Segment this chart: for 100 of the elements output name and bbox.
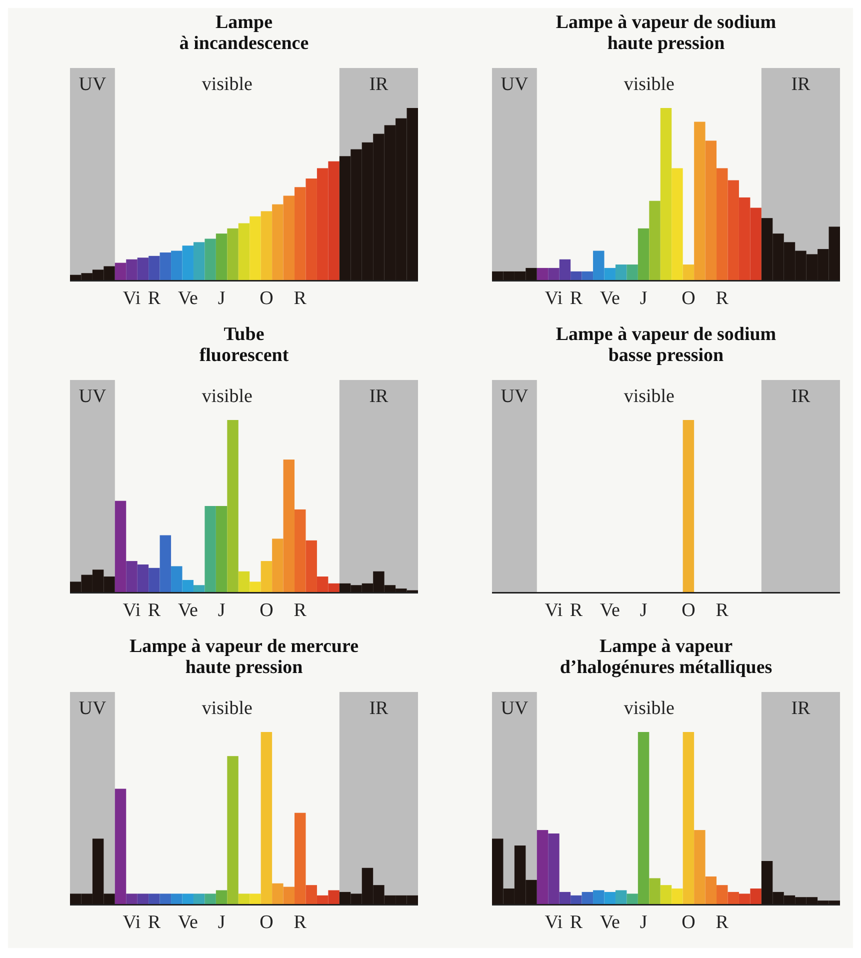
text: IR (791, 698, 811, 719)
bar (306, 540, 317, 592)
bar (682, 732, 694, 904)
bar (182, 580, 194, 592)
bar (114, 262, 126, 280)
bar (536, 830, 548, 904)
bar (672, 168, 683, 280)
bar (716, 168, 728, 280)
x-tick-label: O (260, 288, 274, 309)
x-tick-label: O (682, 600, 696, 621)
text: UV (500, 698, 528, 719)
bar (272, 204, 284, 280)
x-tick-label: R (148, 600, 161, 621)
x-tick-label: J (218, 288, 226, 309)
x-tick-label: R (294, 288, 307, 309)
bar (193, 242, 205, 280)
bar (160, 894, 172, 904)
text: IR (369, 74, 389, 95)
bar (204, 894, 216, 904)
bar (716, 885, 728, 904)
bar (593, 250, 604, 280)
bar (216, 234, 228, 280)
bar (137, 894, 149, 904)
x-tick-label: R (570, 600, 583, 621)
bar (160, 252, 172, 280)
bar (615, 264, 627, 280)
bar (582, 892, 594, 904)
x-tick-label: O (260, 600, 274, 621)
chart-title: Lampe à vapeur de mercure haute pression (129, 636, 359, 678)
bar (227, 756, 238, 904)
bar (593, 890, 604, 904)
x-tick-label: J (218, 912, 226, 933)
bar (260, 732, 272, 904)
bar (227, 420, 238, 592)
x-tick-label: Ve (600, 600, 620, 621)
bar (728, 180, 739, 280)
bar (204, 238, 216, 280)
bar (705, 876, 717, 904)
bar (260, 211, 272, 280)
bar (682, 264, 694, 280)
bar (604, 268, 616, 280)
bar (137, 564, 149, 592)
bar (660, 108, 672, 280)
text: UV (500, 386, 528, 407)
bar (615, 890, 627, 904)
x-tick-label: Ve (178, 600, 198, 621)
text: IR (791, 74, 811, 95)
bar (250, 894, 261, 904)
bar (250, 582, 261, 592)
x-tick-label: R (148, 288, 161, 309)
bar (672, 888, 683, 904)
x-tick-label: Ve (178, 288, 198, 309)
bar (126, 561, 138, 592)
bar (171, 250, 182, 280)
text: visible (624, 698, 674, 719)
chart-title: Lampe à vapeur de sodium haute pression (556, 12, 776, 54)
bar (238, 894, 250, 904)
bar (570, 271, 582, 280)
x-tick-label: J (640, 912, 648, 933)
bar (705, 140, 717, 280)
x-tick-label: R (716, 600, 729, 621)
bar (114, 500, 126, 592)
x-tick-label: Ve (600, 912, 620, 933)
x-tick-label: O (682, 288, 696, 309)
bar (660, 885, 672, 904)
bar (126, 894, 138, 904)
bar (694, 830, 706, 904)
x-tick-label: Vi (544, 600, 563, 621)
x-tick-label: R (148, 912, 161, 933)
x-tick-label: Ve (600, 288, 620, 309)
bar (272, 538, 284, 592)
x-tick-label: J (218, 600, 226, 621)
bar (306, 885, 317, 904)
chart-title: Lampe à vapeur d’halogénures métalliques (560, 636, 772, 678)
x-tick-label: R (716, 288, 729, 309)
bar (137, 258, 149, 280)
bar (649, 878, 660, 904)
text: IR (791, 386, 811, 407)
bar (626, 894, 638, 904)
bar (283, 196, 295, 280)
bar (216, 506, 228, 592)
text: IR (369, 386, 389, 407)
x-tick-label: J (640, 288, 648, 309)
bar (306, 178, 317, 280)
text: UV (500, 74, 528, 95)
bar (604, 892, 616, 904)
bar (570, 895, 582, 904)
bar (171, 894, 182, 904)
bar (182, 894, 194, 904)
chart-title: Lampe à incandescence (179, 12, 309, 54)
x-tick-label: R (294, 600, 307, 621)
x-tick-label: Vi (122, 600, 141, 621)
bar (559, 259, 571, 280)
bar (548, 268, 560, 280)
bar (582, 271, 594, 280)
x-tick-label: O (260, 912, 274, 933)
x-tick-label: O (682, 912, 696, 933)
x-tick-label: Vi (544, 912, 563, 933)
text: visible (624, 386, 674, 407)
text: IR (369, 698, 389, 719)
